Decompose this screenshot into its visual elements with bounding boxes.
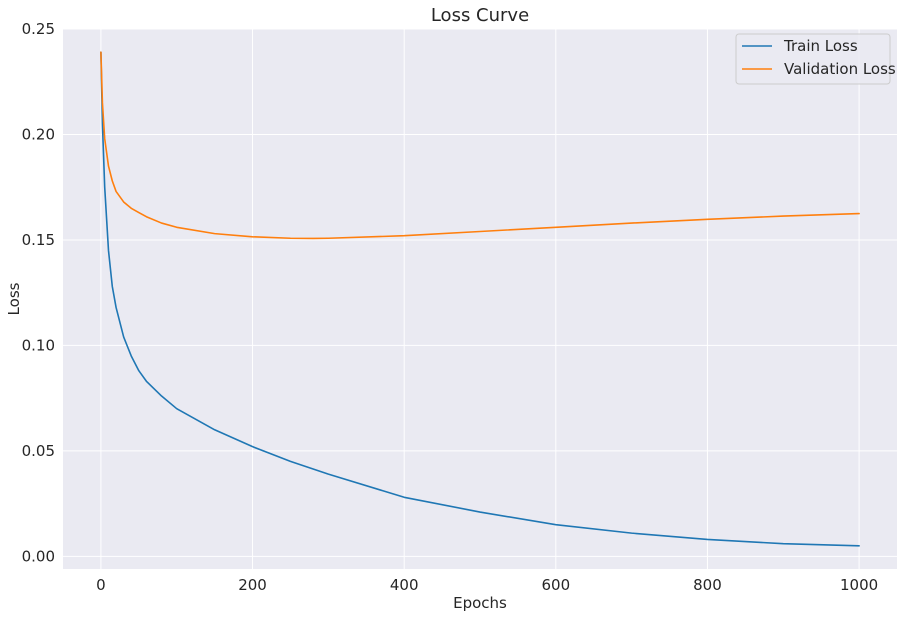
chart-title: Loss Curve bbox=[431, 5, 529, 26]
legend-label-train: Train Loss bbox=[783, 37, 858, 55]
y-axis-label: Loss bbox=[5, 282, 23, 315]
legend-label-validation: Validation Loss bbox=[784, 60, 896, 78]
y-tick-label: 0.20 bbox=[22, 125, 55, 143]
x-tick-label: 1000 bbox=[840, 576, 878, 594]
series-line-validation bbox=[100, 51, 860, 240]
legend-box bbox=[735, 33, 891, 85]
legend: Train Loss Validation Loss bbox=[735, 33, 896, 85]
y-tick-label: 0.15 bbox=[22, 231, 55, 249]
series-lines bbox=[100, 51, 860, 547]
x-axis-label: Epochs bbox=[453, 594, 507, 612]
y-tick-label: 0.10 bbox=[22, 336, 55, 354]
plot-area bbox=[63, 29, 897, 569]
y-tick-labels: 0.00 0.05 0.10 0.15 0.20 0.25 bbox=[22, 20, 55, 565]
grid-lines bbox=[63, 28, 897, 569]
x-tick-labels: 0 200 400 600 800 1000 bbox=[96, 576, 878, 594]
x-tick-label: 200 bbox=[238, 576, 267, 594]
x-tick-label: 0 bbox=[96, 576, 106, 594]
x-tick-label: 600 bbox=[541, 576, 570, 594]
x-tick-label: 400 bbox=[390, 576, 419, 594]
y-tick-label: 0.25 bbox=[22, 20, 55, 38]
y-tick-label: 0.00 bbox=[22, 547, 55, 565]
series-line-train bbox=[100, 51, 860, 547]
x-tick-label: 800 bbox=[693, 576, 722, 594]
y-tick-label: 0.05 bbox=[22, 442, 55, 460]
